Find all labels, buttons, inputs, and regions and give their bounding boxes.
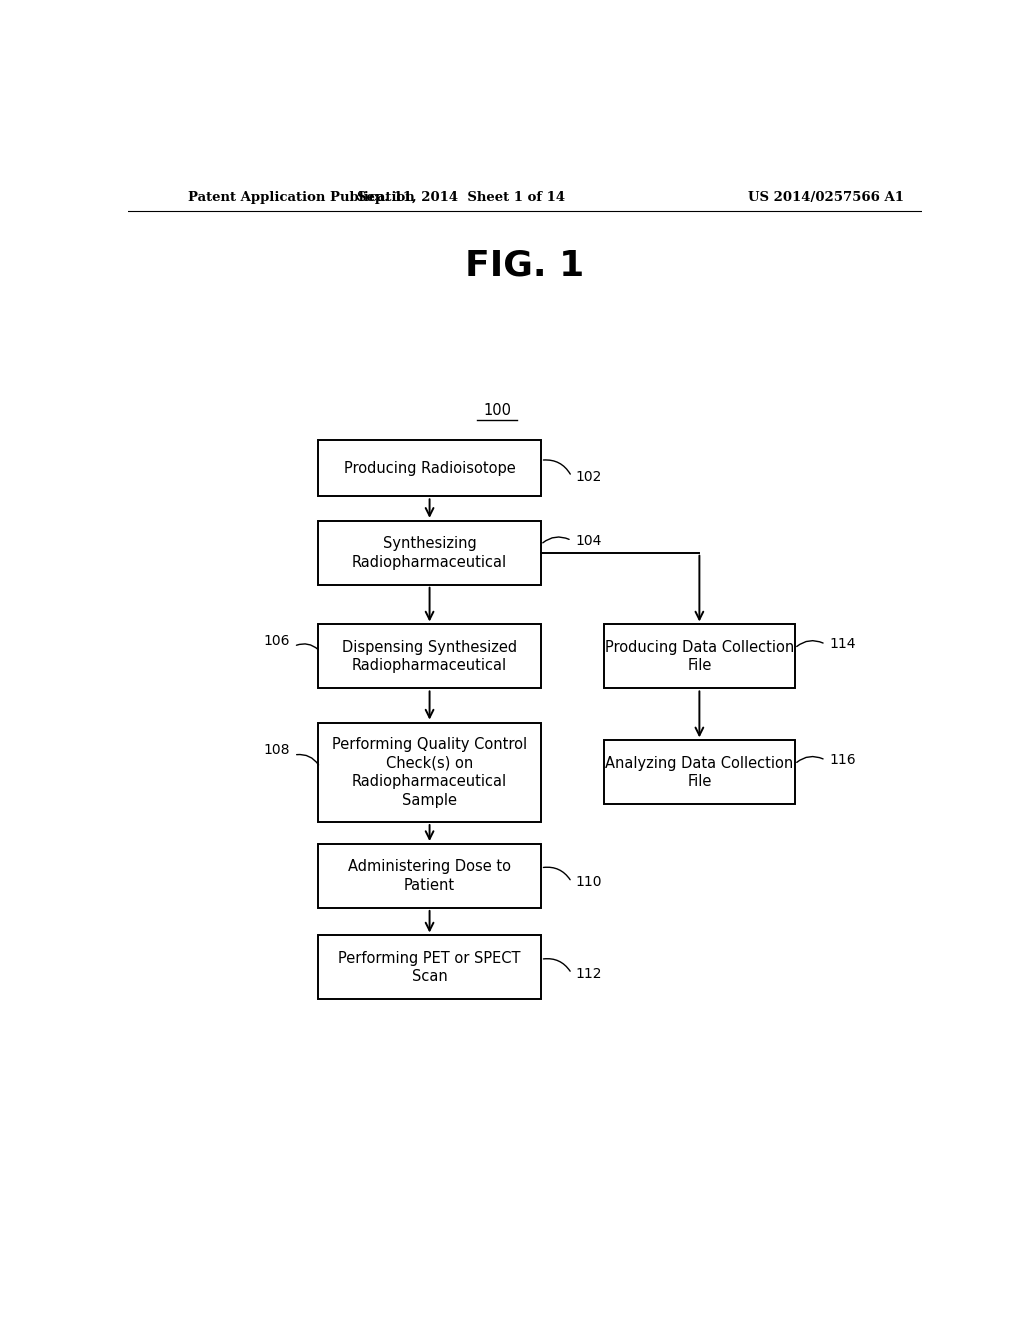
Text: 106: 106 (263, 634, 290, 648)
FancyBboxPatch shape (318, 521, 541, 585)
FancyBboxPatch shape (604, 624, 795, 689)
Text: Performing Quality Control
Check(s) on
Radiopharmaceutical
Sample: Performing Quality Control Check(s) on R… (332, 737, 527, 808)
Text: Sep. 11, 2014  Sheet 1 of 14: Sep. 11, 2014 Sheet 1 of 14 (357, 190, 565, 203)
Text: 114: 114 (829, 638, 856, 651)
Text: Performing PET or SPECT
Scan: Performing PET or SPECT Scan (338, 950, 521, 985)
Text: Dispensing Synthesized
Radiopharmaceutical: Dispensing Synthesized Radiopharmaceutic… (342, 640, 517, 673)
Text: 116: 116 (829, 754, 856, 767)
FancyBboxPatch shape (318, 624, 541, 689)
Text: 102: 102 (575, 470, 602, 483)
Text: Administering Dose to
Patient: Administering Dose to Patient (348, 859, 511, 892)
FancyBboxPatch shape (318, 441, 541, 496)
Text: 112: 112 (575, 966, 602, 981)
Text: Patent Application Publication: Patent Application Publication (187, 190, 415, 203)
Text: Producing Radioisotope: Producing Radioisotope (344, 461, 515, 477)
FancyBboxPatch shape (318, 722, 541, 822)
FancyBboxPatch shape (318, 843, 541, 908)
Text: 100: 100 (483, 403, 511, 417)
FancyBboxPatch shape (318, 936, 541, 999)
Text: Producing Data Collection
File: Producing Data Collection File (605, 640, 794, 673)
Text: 108: 108 (263, 743, 290, 756)
Text: 104: 104 (575, 533, 602, 548)
Text: FIG. 1: FIG. 1 (465, 248, 585, 282)
Text: Analyzing Data Collection
File: Analyzing Data Collection File (605, 755, 794, 789)
Text: 110: 110 (575, 875, 602, 890)
FancyBboxPatch shape (604, 741, 795, 804)
Text: Synthesizing
Radiopharmaceutical: Synthesizing Radiopharmaceutical (352, 536, 507, 569)
Text: US 2014/0257566 A1: US 2014/0257566 A1 (749, 190, 904, 203)
